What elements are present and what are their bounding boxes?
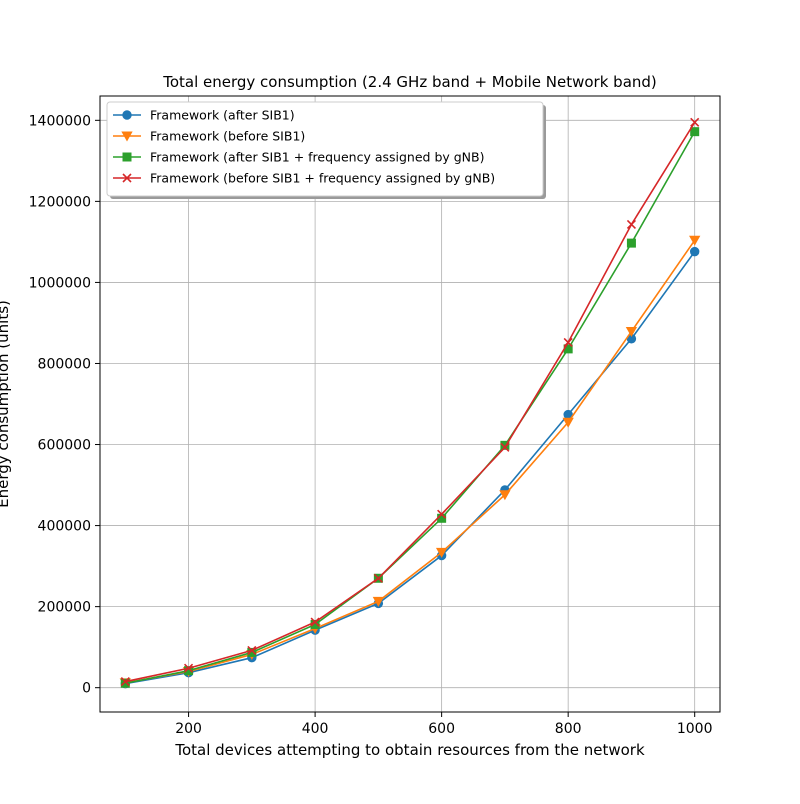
legend-label: Framework (before SIB1 + frequency assig… [150,171,495,186]
data-point [500,440,510,450]
data-point-stroke [690,117,700,127]
data-point [563,337,573,347]
series-line [125,251,696,685]
legend-box [106,101,544,197]
plot-frame [99,95,721,713]
data-point [690,117,700,127]
legend-marker [121,131,133,142]
y-tick-label: 0 [82,681,91,697]
legend-item: Framework (after SIB1) [113,108,295,123]
x-tick-label: 600 [428,721,455,737]
data-point [184,666,194,676]
legend-marker [122,110,132,120]
data-point-stroke [120,677,130,687]
series-2 [119,235,701,689]
legend-item: Framework (after SIB1 + frequency assign… [113,150,485,165]
y-tick-label: 800000 [38,356,91,372]
series-1 [120,246,700,689]
x-tick-label: 800 [555,721,582,737]
data-point [120,678,130,688]
data-point [120,677,130,687]
data-point [247,645,257,655]
data-point [500,442,510,452]
y-tick-label: 400000 [38,519,91,535]
series-layer [119,117,701,689]
data-point-stroke [563,337,573,347]
data-point-stroke [184,663,194,673]
y-tick-label: 1400000 [29,113,91,129]
data-point [435,547,448,558]
data-point [499,490,511,501]
legend-label: Framework (before SIB1) [150,129,305,144]
legend-label: Framework (after SIB1 + frequency assign… [150,150,485,165]
legend-marker-stroke [122,173,132,183]
legend-item: Framework (before SIB1 + frequency assig… [113,171,495,186]
y-tick-label: 600000 [38,438,91,454]
data-point [184,663,194,673]
legend-marker [122,173,132,183]
data-point [247,647,257,657]
data-point [437,509,447,519]
y-tick-label: 1200000 [29,194,91,210]
x-tick-label: 400 [302,721,329,737]
series-4 [120,117,700,687]
data-point [437,513,447,523]
chart-title: Total energy consumption (2.4 GHz band +… [162,73,657,91]
data-point-stroke [626,219,636,230]
data-point [689,235,701,246]
legend-marker [122,152,132,162]
x-tick-label: 200 [175,721,202,737]
data-point [372,596,385,607]
data-point [373,573,383,583]
y-tick-label: 1000000 [29,275,91,291]
data-point [625,326,638,337]
data-point-stroke [247,645,257,655]
data-point [310,617,320,627]
data-point-stroke [310,617,320,627]
ticks: 200 400 600 800 1000 0 200000 400000 600000 80000… [29,113,713,737]
legend: Framework (after SIB1) Framework (before … [106,101,546,199]
data-point [689,246,700,257]
data-point-stroke [500,442,510,452]
data-point [626,219,636,230]
legend-item: Framework (before SIB1) [113,129,305,144]
x-axis-title: Total devices attempting to obtain resou… [174,741,645,759]
data-point-stroke [437,509,447,519]
series-line [125,131,696,685]
data-point [626,238,636,248]
y-axis-title: Energy consumption (units) [0,300,12,508]
data-point-stroke [373,573,383,583]
data-point [690,127,700,137]
legend-label: Framework (after SIB1) [150,108,295,123]
series-line [125,121,696,683]
series-3 [120,127,700,688]
x-tick-label: 1000 [677,721,713,737]
series-line [125,239,696,684]
y-tick-label: 200000 [38,600,91,616]
data-point [562,417,574,428]
